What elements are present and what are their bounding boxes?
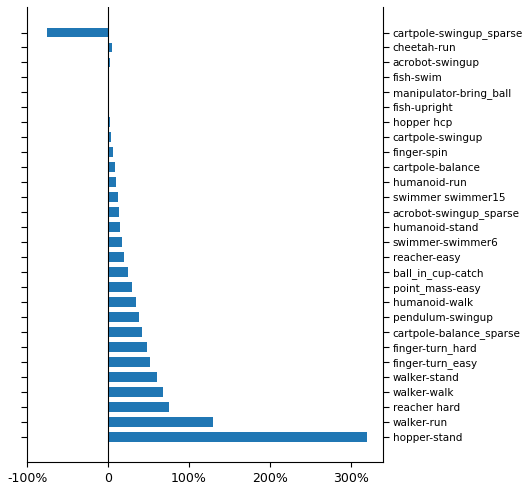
Bar [108, 402, 169, 412]
Bar [108, 252, 124, 262]
Bar [108, 148, 113, 157]
Bar [108, 267, 128, 277]
Bar [108, 237, 122, 247]
Bar [108, 297, 136, 307]
Bar [108, 178, 116, 187]
Bar [108, 58, 110, 67]
Bar [108, 342, 147, 352]
Bar [108, 327, 142, 337]
Bar [108, 417, 213, 427]
Bar [108, 132, 111, 142]
Bar [108, 222, 120, 232]
Bar [108, 192, 118, 202]
Bar [108, 282, 132, 292]
Bar [108, 102, 109, 112]
Bar [108, 43, 112, 52]
Bar [108, 372, 156, 382]
Bar [108, 387, 163, 397]
Bar [108, 432, 367, 442]
Bar [108, 312, 139, 322]
Bar [108, 118, 110, 127]
Bar [108, 357, 150, 367]
Bar [108, 162, 114, 172]
Bar [47, 28, 108, 37]
Bar [108, 207, 119, 217]
